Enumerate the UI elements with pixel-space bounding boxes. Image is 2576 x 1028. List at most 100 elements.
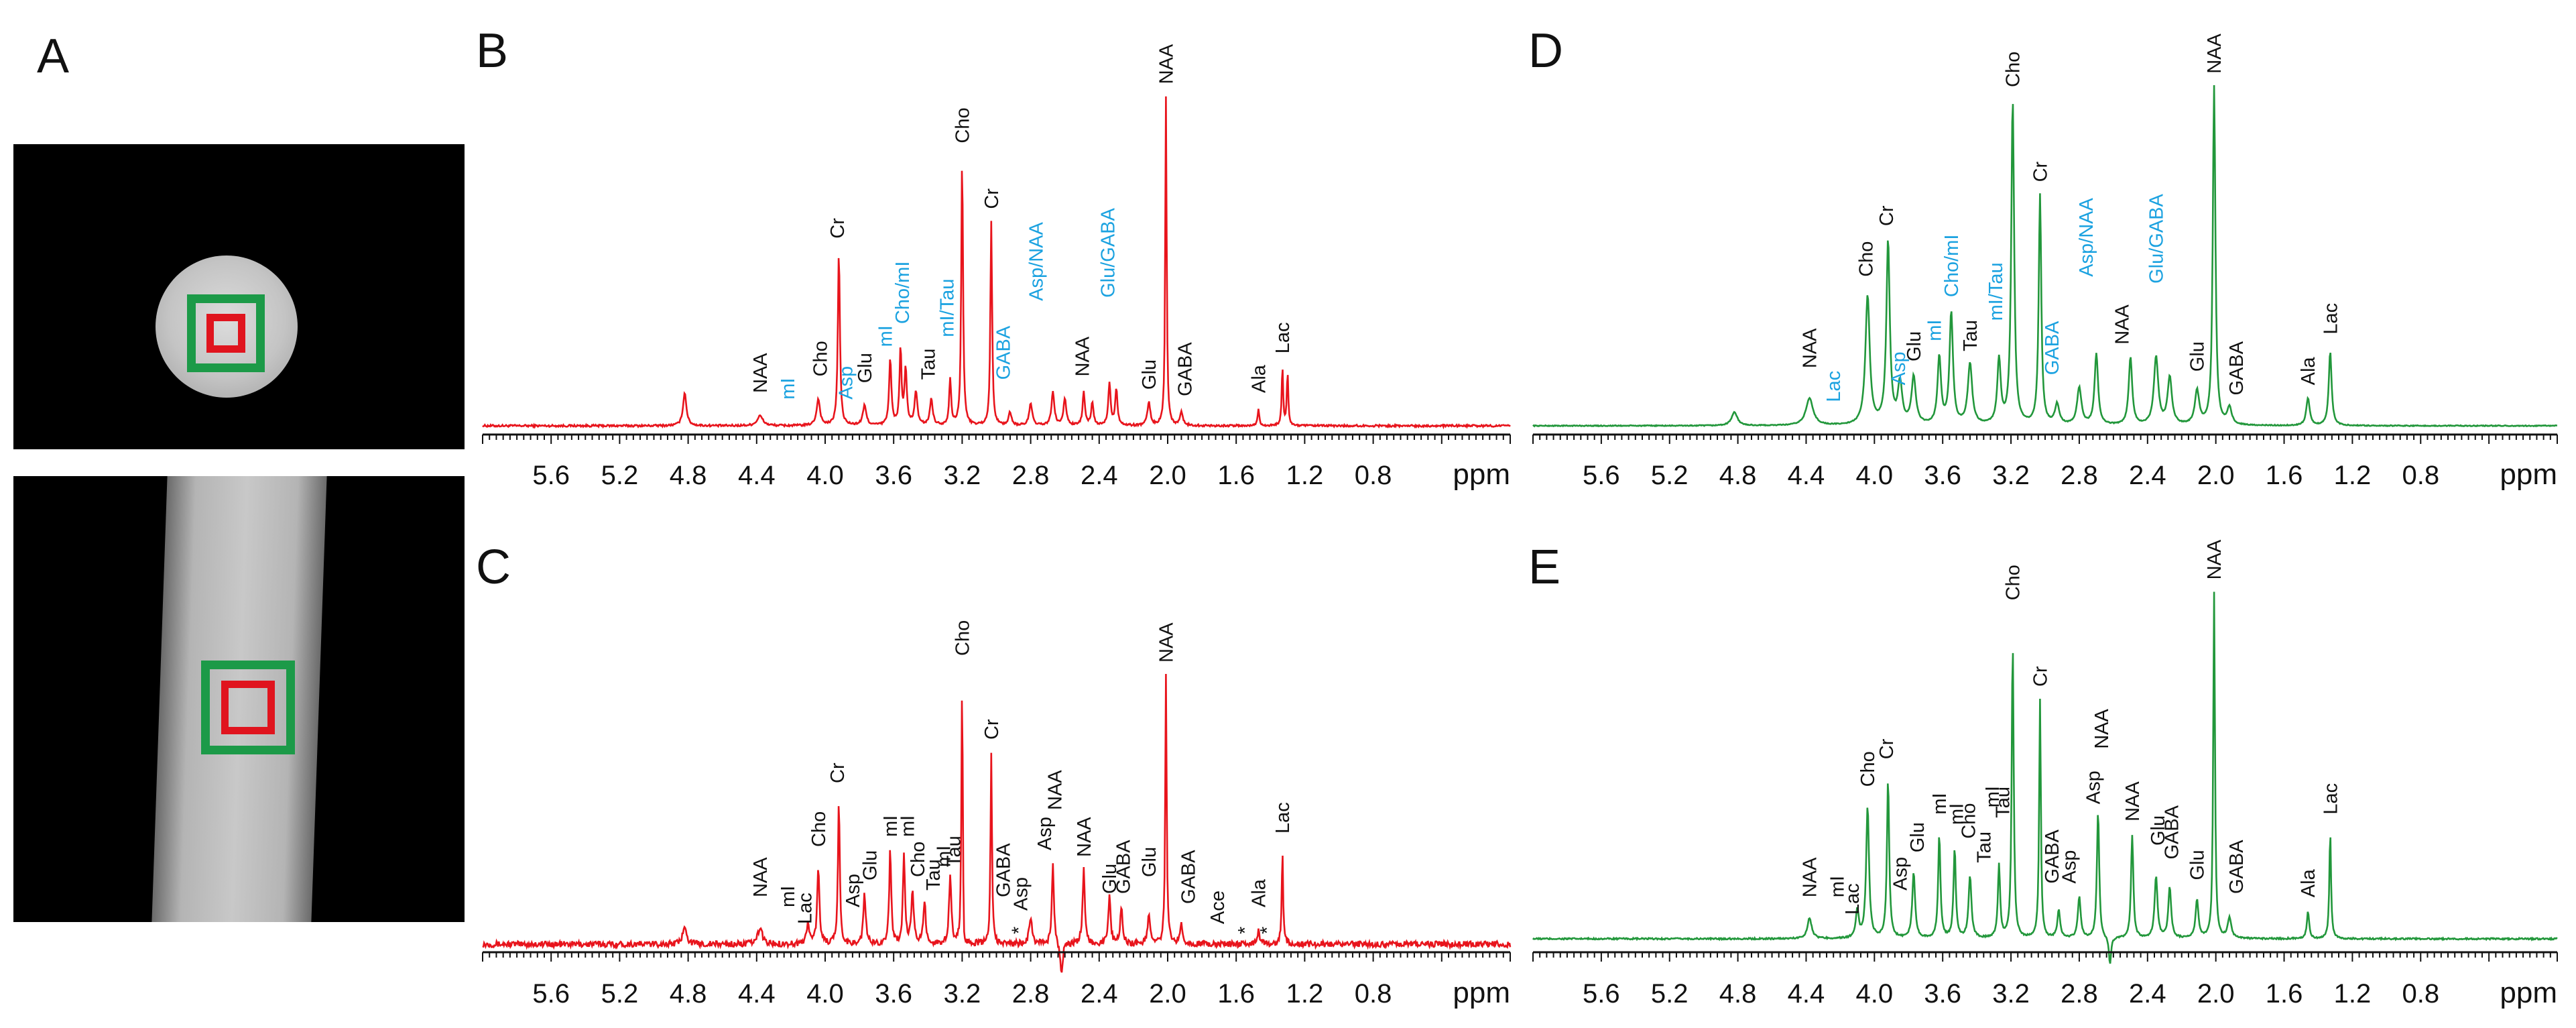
- x-tick-label: 5.6: [532, 461, 570, 490]
- peak-label: Lac: [1823, 371, 1845, 402]
- x-tick-label: 3.2: [1992, 979, 2030, 1009]
- x-tick-label: 1.6: [2266, 979, 2303, 1009]
- peak-label: mI: [1929, 793, 1951, 814]
- peak-label: Tau: [918, 349, 939, 380]
- peak-label: GABA: [1175, 342, 1197, 396]
- peak-label: GABA: [2226, 840, 2248, 894]
- peak-label: mI: [880, 815, 902, 837]
- peak-label: Lac: [1272, 802, 1294, 834]
- peak-label: mI/Tau: [936, 279, 958, 337]
- peak-label: Tau: [1992, 787, 2014, 818]
- x-tick-label: 2.8: [2061, 979, 2098, 1009]
- peak-label: Tau: [1973, 832, 1995, 863]
- peak-label: Asp: [2059, 850, 2081, 884]
- peak-label: mI: [933, 846, 955, 867]
- peak-label: Cr: [2030, 666, 2051, 687]
- peak-label: Cr: [981, 719, 1003, 740]
- peak-label: Asp: [843, 874, 864, 907]
- peak-label: NAA: [2204, 539, 2225, 579]
- x-tick-label: 2.8: [2061, 461, 2098, 490]
- x-axis-label: ppm: [2500, 458, 2557, 491]
- peak-label: Ala: [2298, 868, 2319, 897]
- x-tick-label: 1.2: [2334, 461, 2372, 490]
- peak-label: NAA: [1044, 770, 1066, 810]
- peak-label: mI: [898, 815, 919, 837]
- x-tick-label: 0.8: [1355, 979, 1392, 1009]
- peak-label: Tau: [923, 859, 944, 891]
- panel-label-b: B: [476, 24, 509, 78]
- x-axis-label: ppm: [1453, 976, 1510, 1009]
- x-tick-label: 5.6: [1583, 979, 1620, 1009]
- x-tick-label: 5.6: [1583, 461, 1620, 490]
- roi-inner-square: [206, 314, 245, 353]
- mri-sagittal-image: [13, 476, 465, 922]
- x-tick-label: 4.8: [1719, 461, 1757, 490]
- x-tick-label: 4.8: [670, 979, 707, 1009]
- spectrum-line-d: [1532, 84, 2557, 428]
- panel-label-d: D: [1528, 24, 1563, 78]
- x-tick-label: 2.8: [1012, 979, 1050, 1009]
- x-tick-label: 1.2: [1286, 461, 1324, 490]
- peak-label: Asp: [1888, 351, 1910, 385]
- x-tick-label: 3.2: [1992, 461, 2030, 490]
- peak-label: *: [1235, 927, 1256, 934]
- peak-label: Lac: [794, 893, 816, 924]
- peak-label: NAA: [1156, 44, 1177, 84]
- peak-label: mI: [875, 325, 896, 347]
- panel-label-c: C: [476, 540, 511, 594]
- peak-label: GABA: [1113, 840, 1135, 894]
- peak-label: GABA: [2162, 805, 2183, 859]
- x-tick-label: 5.2: [601, 461, 639, 490]
- x-tick-label: 3.6: [1924, 461, 1961, 490]
- x-tick-label: 4.8: [1719, 979, 1757, 1009]
- peak-label: mI: [1924, 320, 1946, 341]
- roi-outer-square-2: [201, 661, 295, 754]
- peak-label: Cho: [952, 107, 973, 143]
- peak-label: Asp: [1010, 877, 1032, 911]
- peak-label: Cho: [1857, 751, 1879, 787]
- peak-label: GABA: [2042, 829, 2063, 883]
- peak-label: Ala: [2298, 357, 2319, 386]
- peak-label: Cho: [1958, 803, 1979, 838]
- peak-label: Glu/GABA: [1098, 207, 1119, 297]
- x-tick-label: 3.6: [875, 461, 912, 490]
- peak-label: Asp: [2083, 770, 2104, 804]
- peak-label: NAA: [750, 857, 772, 897]
- peak-label: NAA: [1800, 328, 1821, 368]
- x-tick-label: 2.4: [2129, 979, 2166, 1009]
- peak-label: mI: [1827, 876, 1848, 897]
- peak-label: Asp/NAA: [2076, 197, 2097, 276]
- peak-label: Cho: [952, 620, 973, 656]
- peak-label: GABA: [2042, 321, 2063, 375]
- x-tick-label: 1.2: [1286, 979, 1324, 1009]
- peak-label: Tau: [1960, 320, 1981, 351]
- x-tick-label: 2.0: [1149, 979, 1186, 1009]
- phantom-disc: [156, 255, 298, 398]
- peak-label: NAA: [750, 353, 772, 393]
- peak-label: mI: [1982, 786, 2004, 807]
- peak-label: Glu: [1904, 331, 1925, 361]
- peak-label: Glu/GABA: [2146, 193, 2168, 283]
- peak-label: Ala: [1248, 364, 1270, 393]
- peak-label: Cr: [1876, 738, 1898, 759]
- x-tick-label: 4.0: [1856, 461, 1894, 490]
- peak-label: mI: [778, 886, 799, 907]
- x-tick-label: 3.2: [944, 461, 981, 490]
- peak-label: Glu: [1139, 359, 1160, 390]
- spectrum-line-c: [482, 673, 1512, 973]
- peak-label: mI: [778, 378, 799, 400]
- peak-label: Cr: [2030, 161, 2051, 182]
- peak-label: NAA: [1800, 857, 1821, 897]
- x-tick-label: 4.0: [1856, 979, 1894, 1009]
- spectrum-line-e: [1532, 591, 2558, 964]
- peak-label: Glu: [2187, 341, 2209, 372]
- x-axis-label: ppm: [1453, 458, 1510, 491]
- x-tick-label: 1.6: [2266, 461, 2303, 490]
- peak-label: Cho/mI: [1941, 235, 1963, 297]
- peak-label: Asp: [1890, 857, 1912, 891]
- peak-label: Glu: [859, 850, 881, 880]
- peak-label: Cho: [1856, 241, 1878, 277]
